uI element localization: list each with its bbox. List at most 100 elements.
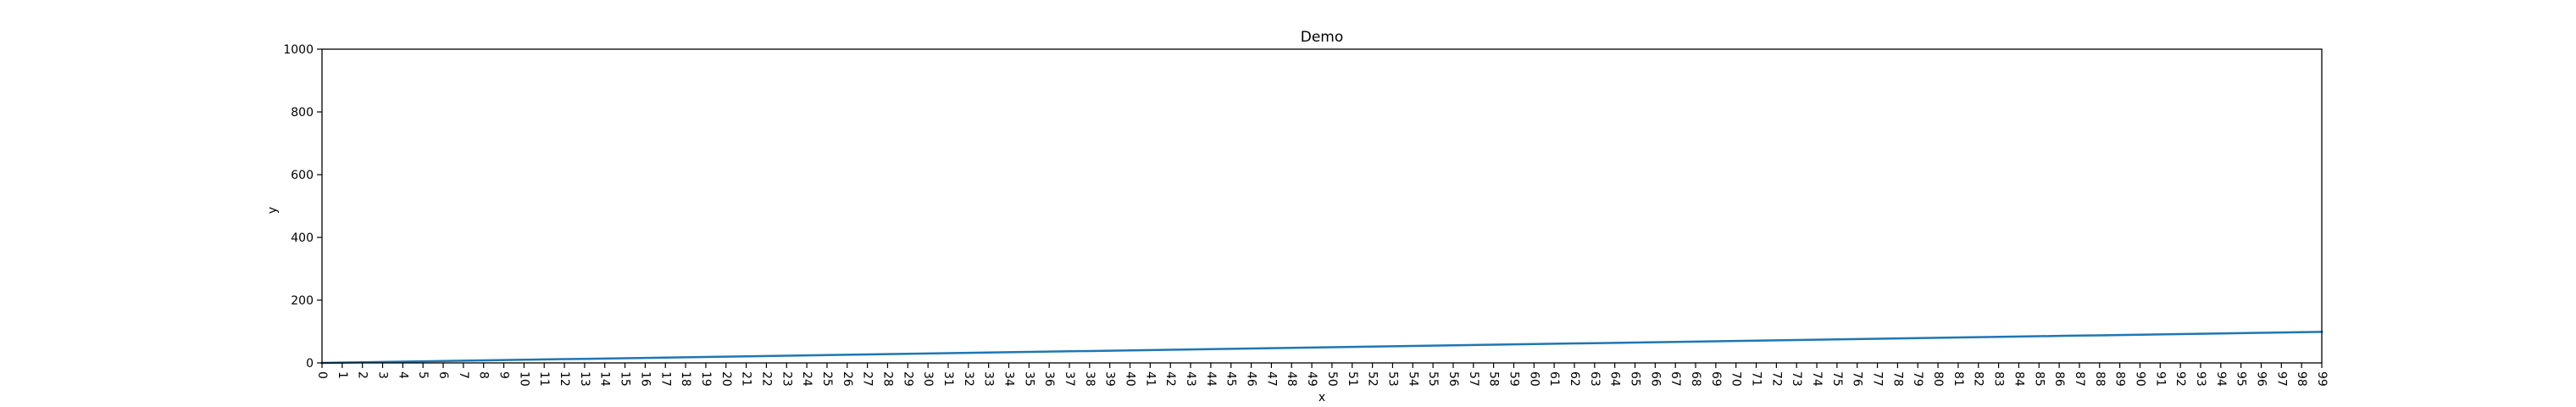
x-tick-label-75: 75: [1830, 371, 1844, 387]
x-tick-label-69: 69: [1709, 371, 1723, 387]
x-tick-label-17: 17: [658, 371, 672, 387]
x-tick-label-52: 52: [1366, 371, 1380, 387]
x-tick-label-70: 70: [1729, 371, 1743, 387]
x-tick-label-35: 35: [1022, 371, 1035, 387]
x-tick-label-27: 27: [861, 371, 874, 387]
x-tick-label-8: 8: [477, 371, 491, 379]
x-tick-label-29: 29: [901, 371, 914, 387]
y-tick-label-200: 200: [291, 294, 314, 308]
x-tick-label-93: 93: [2194, 371, 2207, 387]
x-tick-label-37: 37: [1063, 371, 1076, 387]
x-tick-label-3: 3: [376, 371, 390, 379]
x-tick-label-47: 47: [1264, 371, 1278, 387]
x-tick-label-30: 30: [921, 371, 935, 387]
x-tick-label-51: 51: [1346, 371, 1359, 387]
x-tick-label-84: 84: [2012, 371, 2025, 387]
x-tick-label-48: 48: [1285, 371, 1298, 387]
x-tick-label-18: 18: [679, 371, 692, 387]
x-tick-label-99: 99: [2315, 371, 2329, 387]
x-tick-label-65: 65: [1628, 371, 1641, 387]
x-tick-label-61: 61: [1547, 371, 1561, 387]
x-tick-label-19: 19: [699, 371, 713, 387]
x-tick-label-31: 31: [941, 371, 955, 387]
series-line-0: [320, 331, 2323, 365]
y-tick-label-600: 600: [291, 169, 314, 182]
x-tick-label-63: 63: [1588, 371, 1602, 387]
x-tick-label-54: 54: [1406, 371, 1419, 387]
x-tick-label-55: 55: [1426, 371, 1440, 387]
x-tick-label-4: 4: [396, 371, 409, 379]
x-tick-label-96: 96: [2254, 371, 2268, 387]
x-tick-label-40: 40: [1124, 371, 1137, 387]
x-tick-label-6: 6: [436, 371, 450, 379]
x-tick-label-72: 72: [1769, 371, 1783, 387]
x-tick-label-82: 82: [1972, 371, 1985, 387]
x-tick-label-36: 36: [1042, 371, 1056, 387]
x-tick-label-0: 0: [315, 371, 329, 379]
x-tick-label-87: 87: [2073, 371, 2086, 387]
x-tick-label-12: 12: [558, 371, 571, 387]
x-tick-label-90: 90: [2133, 371, 2146, 387]
x-tick-label-79: 79: [1911, 371, 1924, 387]
x-tick-label-62: 62: [1568, 371, 1581, 387]
x-tick-label-73: 73: [1790, 371, 1803, 387]
x-tick-label-98: 98: [2295, 371, 2308, 387]
x-tick-label-42: 42: [1163, 371, 1177, 387]
x-tick-label-11: 11: [537, 371, 551, 387]
x-tick-label-86: 86: [2052, 371, 2066, 387]
x-tick-label-53: 53: [1385, 371, 1399, 387]
x-tick-label-77: 77: [1871, 371, 1885, 387]
x-tick-label-81: 81: [1951, 371, 1965, 387]
x-tick-label-60: 60: [1527, 371, 1541, 387]
x-tick-label-67: 67: [1668, 371, 1682, 387]
x-tick-label-15: 15: [619, 371, 632, 387]
x-tick-label-22: 22: [759, 371, 773, 387]
x-tick-label-59: 59: [1507, 371, 1520, 387]
x-tick-label-38: 38: [1083, 371, 1096, 387]
x-tick-label-16: 16: [638, 371, 652, 387]
x-tick-label-24: 24: [800, 371, 813, 387]
x-tick-label-71: 71: [1750, 371, 1763, 387]
x-tick-label-85: 85: [2032, 371, 2046, 387]
y-tick-label-800: 800: [291, 106, 314, 120]
x-tick-label-43: 43: [1184, 371, 1197, 387]
x-tick-label-23: 23: [780, 371, 793, 387]
y-axis-label: y: [266, 207, 280, 214]
x-tick-label-10: 10: [517, 371, 530, 387]
x-tick-label-13: 13: [578, 371, 591, 387]
y-tick-label-400: 400: [291, 231, 314, 245]
x-tick-label-5: 5: [416, 371, 430, 379]
axes-frame: [321, 48, 2323, 364]
x-tick-label-66: 66: [1648, 371, 1662, 387]
x-tick-label-97: 97: [2274, 371, 2288, 387]
x-tick-label-68: 68: [1689, 371, 1702, 387]
y-tick-label-0: 0: [306, 357, 314, 371]
x-tick-label-94: 94: [2214, 371, 2228, 387]
chart-title: Demo: [1301, 29, 1344, 46]
x-tick-label-39: 39: [1103, 371, 1117, 387]
x-tick-label-56: 56: [1446, 371, 1460, 387]
x-tick-label-20: 20: [719, 371, 733, 387]
x-tick-label-80: 80: [1931, 371, 1945, 387]
x-tick-label-83: 83: [1992, 371, 2006, 387]
x-tick-label-76: 76: [1851, 371, 1864, 387]
x-tick-label-25: 25: [820, 371, 834, 387]
x-tick-label-26: 26: [841, 371, 854, 387]
x-tick-label-89: 89: [2113, 371, 2127, 387]
x-tick-label-49: 49: [1305, 371, 1319, 387]
x-tick-label-88: 88: [2093, 371, 2107, 387]
x-tick-label-14: 14: [598, 371, 612, 387]
x-tick-label-95: 95: [2235, 371, 2248, 387]
x-tick-label-2: 2: [356, 371, 369, 379]
x-tick-label-1: 1: [336, 371, 349, 379]
x-tick-label-28: 28: [880, 371, 894, 387]
x-tick-label-57: 57: [1467, 371, 1480, 387]
x-tick-label-21: 21: [740, 371, 753, 387]
x-tick-label-33: 33: [982, 371, 996, 387]
x-tick-label-74: 74: [1810, 371, 1824, 387]
x-tick-label-92: 92: [2174, 371, 2187, 387]
x-tick-label-9: 9: [497, 371, 511, 379]
